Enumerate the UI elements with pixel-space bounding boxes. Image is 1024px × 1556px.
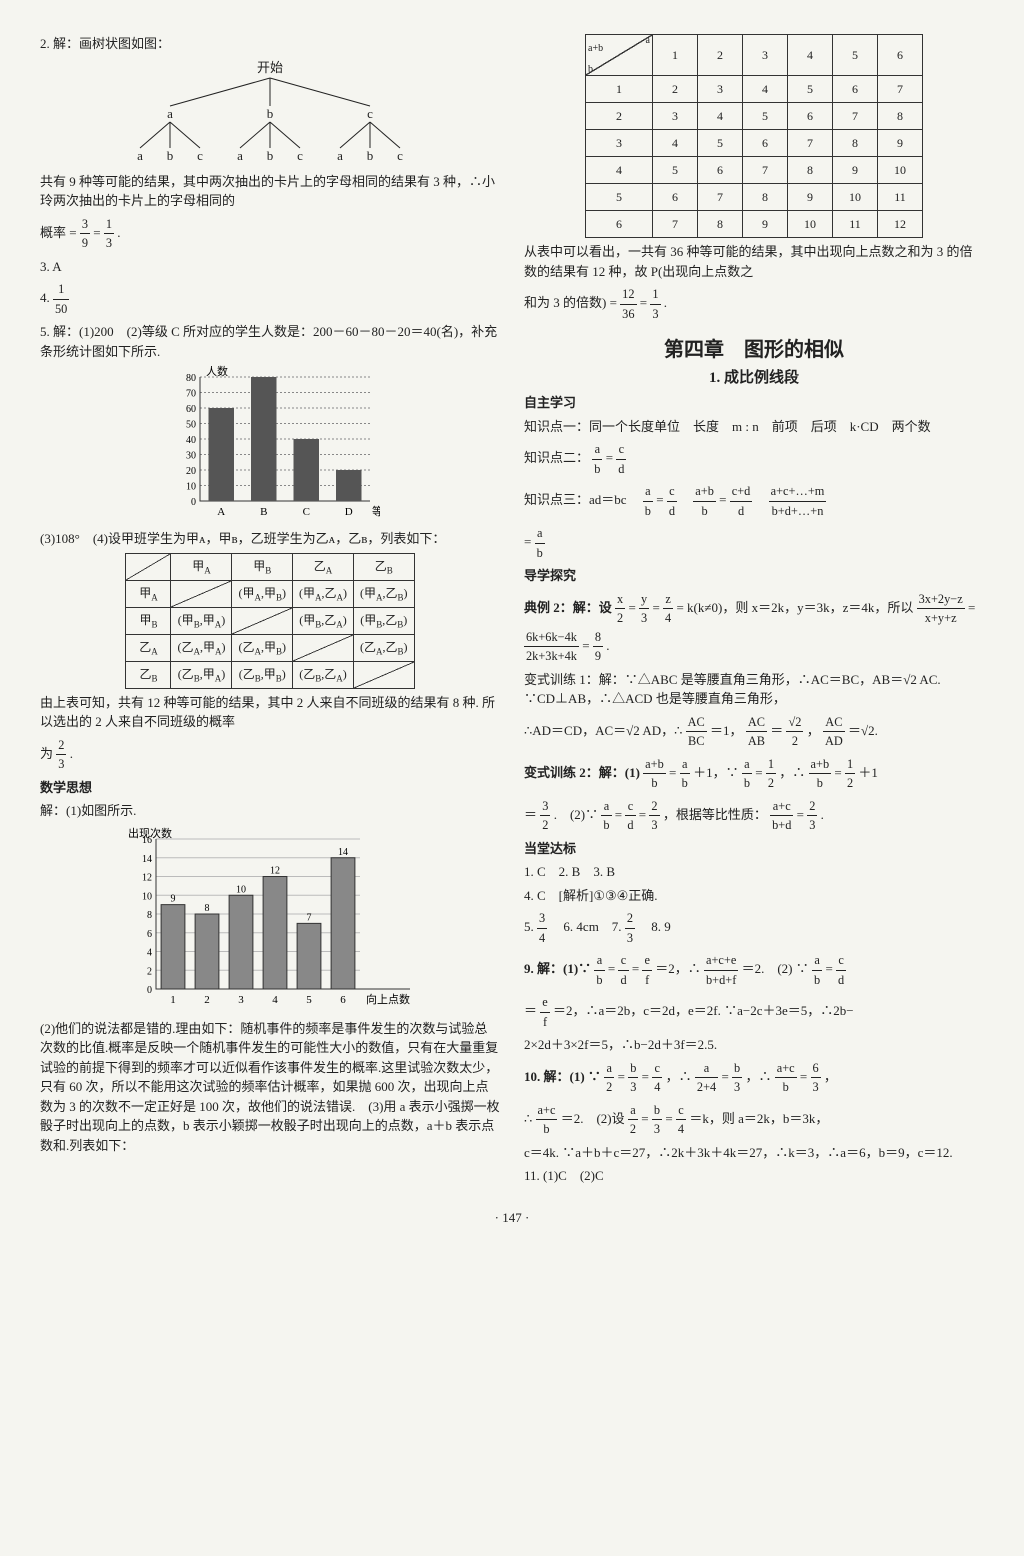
svg-text:3: 3: [238, 994, 244, 1006]
q2-text: 共有 9 种等可能的结果，其中两次抽出的卡片上的字母相同的结果有 3 种，∴小玲…: [40, 172, 500, 211]
page-columns: 2. 解：画树状图如图： 开始 a b c a b c a b c a b c …: [40, 30, 984, 1190]
svg-text:60: 60: [186, 404, 196, 415]
svg-text:b: b: [267, 106, 274, 121]
svg-text:c: c: [367, 106, 373, 121]
sum-prob: 和为 3 的倍数) = 1236 = 13 .: [524, 285, 984, 323]
svg-text:A: A: [217, 506, 225, 518]
svg-text:14: 14: [142, 853, 152, 864]
svg-text:8: 8: [205, 903, 210, 914]
a4: 4. C [解析]①③④正确.: [524, 886, 984, 906]
tree-diagram: 开始 a b c a b c a b c a b c: [110, 58, 430, 168]
svg-text:0: 0: [191, 497, 196, 508]
svg-text:D: D: [345, 506, 353, 518]
q3: 3. A: [40, 257, 500, 277]
q5-3: (3)108° (4)设甲班学生为甲ᴀ，甲ʙ，乙班学生为乙ᴀ，乙ʙ，列表如下：: [40, 529, 500, 549]
svg-text:10: 10: [186, 482, 196, 493]
q2-prob: 概率 = 39 = 13 .: [40, 215, 500, 253]
q4: 4. 150: [40, 280, 500, 318]
svg-text:向上点数: 向上点数: [366, 992, 410, 1006]
kp3: 知识点三：ad＝bc ab = cd a+bb = c+dd a+c+…+mb+…: [524, 482, 984, 520]
kp2: 知识点二： ab = cd: [524, 440, 984, 478]
svg-text:4: 4: [147, 947, 152, 958]
svg-text:70: 70: [186, 389, 196, 400]
a9-line1: 9. 解：(1)∵ ab = cd = ef ＝2，∴ a+c+eb+d+f ＝…: [524, 951, 984, 989]
svg-text:10: 10: [236, 884, 246, 895]
right-column: aa+bb12345612345672345678345678945678910…: [524, 30, 984, 1190]
svg-text:出现次数: 出现次数: [128, 826, 172, 840]
sum-text: 从表中可以看出，一共有 36 种等可能的结果，其中出现向上点数之和为 3 的倍数…: [524, 242, 984, 281]
bs2-line1: 变式训练 2：解：(1) a+bb = ab ＋1，∵ ab = 12 ，∴ a…: [524, 755, 984, 793]
math-thinking-heading: 数学思想: [40, 778, 500, 798]
svg-text:c: c: [397, 148, 403, 163]
sum-table: aa+bb12345612345672345678345678945678910…: [585, 34, 923, 238]
kp3-tail: = ab: [524, 524, 984, 562]
q2-intro: 2. 解：画树状图如图：: [40, 34, 500, 54]
a11: 11. (1)C (2)C: [524, 1166, 984, 1186]
svg-text:b: b: [267, 148, 274, 163]
a10-line3: c＝4k. ∵a＋b＋c＝27，∴2k＋3k＋4k＝27，∴k＝3，∴a＝6，b…: [524, 1143, 984, 1163]
chapter-title: 第四章 图形的相似: [524, 333, 984, 362]
svg-text:c: c: [297, 148, 303, 163]
explore-heading: 导学探究: [524, 566, 984, 586]
a10-line1: 10. 解：(1) ∵ a2 = b3 = c4 ，∴ a2+4 = b3 ，∴…: [524, 1059, 984, 1097]
pair-table: 甲A甲B乙A乙B甲A(甲A,甲B)(甲A,乙A)(甲A,乙B)甲B(甲B,甲A)…: [125, 553, 414, 689]
svg-text:2: 2: [204, 994, 210, 1006]
bs1b: ∴AD＝CD，AC＝√2 AD，∴ ACBC ＝1， ACAB ＝ √22 ， …: [524, 713, 984, 751]
q5-conclusion2: 为 23 .: [40, 736, 500, 774]
svg-text:6: 6: [340, 994, 346, 1006]
svg-text:14: 14: [338, 846, 348, 857]
svg-text:b: b: [367, 148, 374, 163]
svg-text:5: 5: [306, 994, 312, 1006]
a9-line3: 2×2d＋3×2f＝5，∴b−2d＋3f＝2.5.: [524, 1035, 984, 1055]
kp1: 知识点一：同一个长度单位 长度 m : n 前项 后项 k·CD 两个数: [524, 417, 984, 437]
svg-text:30: 30: [186, 451, 196, 462]
page-number: · 147 ·: [40, 1210, 984, 1226]
svg-text:开始: 开始: [257, 60, 283, 75]
svg-text:a: a: [337, 148, 343, 163]
svg-text:8: 8: [147, 910, 152, 921]
svg-text:C: C: [303, 506, 310, 518]
a10-line2: ∴ a+cb ＝2. (2)设 a2 = b3 = c4 ＝k，则 a＝2k，b…: [524, 1101, 984, 1139]
a5-8: 5. 34 6. 4cm 7. 23 8. 9: [524, 909, 984, 947]
sx1: 解：(1)如图所示.: [40, 801, 500, 821]
svg-text:4: 4: [272, 994, 278, 1006]
section-title: 1. 成比例线段: [524, 366, 984, 387]
svg-text:20: 20: [186, 466, 196, 477]
svg-text:B: B: [260, 506, 267, 518]
svg-text:7: 7: [307, 912, 312, 923]
bar-chart-2: 0246810121416918210312475146出现次数向上点数: [120, 825, 420, 1015]
svg-text:等级: 等级: [372, 504, 380, 518]
svg-text:10: 10: [142, 891, 152, 902]
bs1: 变式训练 1：解：∵△ABC 是等腰直角三角形，∴AC＝BC，AB＝√2 AC.…: [524, 670, 984, 709]
svg-text:50: 50: [186, 420, 196, 431]
dl2: 典例 2：解：设 x2 = y3 = z4 = k(k≠0)，则 x＝2k，y＝…: [524, 590, 984, 666]
self-study: 自主学习: [524, 393, 984, 413]
sx2: (2)他们的说法都是错的.理由如下：随机事件的频率是事件发生的次数与试验总次数的…: [40, 1019, 500, 1156]
q5-conclusion: 由上表可知，共有 12 种等可能的结果，其中 2 人来自不同班级的结果有 8 种…: [40, 693, 500, 732]
svg-text:40: 40: [186, 435, 196, 446]
a1-3: 1. C 2. B 3. B: [524, 862, 984, 882]
svg-text:b: b: [167, 148, 174, 163]
svg-text:80: 80: [186, 373, 196, 384]
svg-text:9: 9: [171, 893, 176, 904]
svg-text:2: 2: [147, 966, 152, 977]
svg-text:人数: 人数: [206, 365, 228, 378]
svg-text:0: 0: [147, 985, 152, 996]
svg-text:6: 6: [147, 928, 152, 939]
bs2-line2: ＝ 32 . (2)∵ ab = cd = 23 ，根据等比性质： a+cb+d…: [524, 797, 984, 835]
svg-text:a: a: [137, 148, 143, 163]
bar-chart-1: 0 10 20 30 40 50 60 70 80 A B C D 人数等级: [160, 365, 380, 525]
svg-text:12: 12: [270, 865, 280, 876]
svg-text:c: c: [197, 148, 203, 163]
a9-line2: ＝ ef ＝2，∴a＝2b，c＝2d，e＝2f. ∵a−2c＋3e＝5，∴2b−: [524, 993, 984, 1031]
svg-text:12: 12: [142, 872, 152, 883]
left-column: 2. 解：画树状图如图： 开始 a b c a b c a b c a b c …: [40, 30, 500, 1190]
svg-text:a: a: [237, 148, 243, 163]
class-check: 当堂达标: [524, 839, 984, 859]
q5-1: 5. 解：(1)200 (2)等级 C 所对应的学生人数是：200－60－80－…: [40, 322, 500, 361]
svg-text:1: 1: [170, 994, 176, 1006]
svg-text:a: a: [167, 106, 173, 121]
